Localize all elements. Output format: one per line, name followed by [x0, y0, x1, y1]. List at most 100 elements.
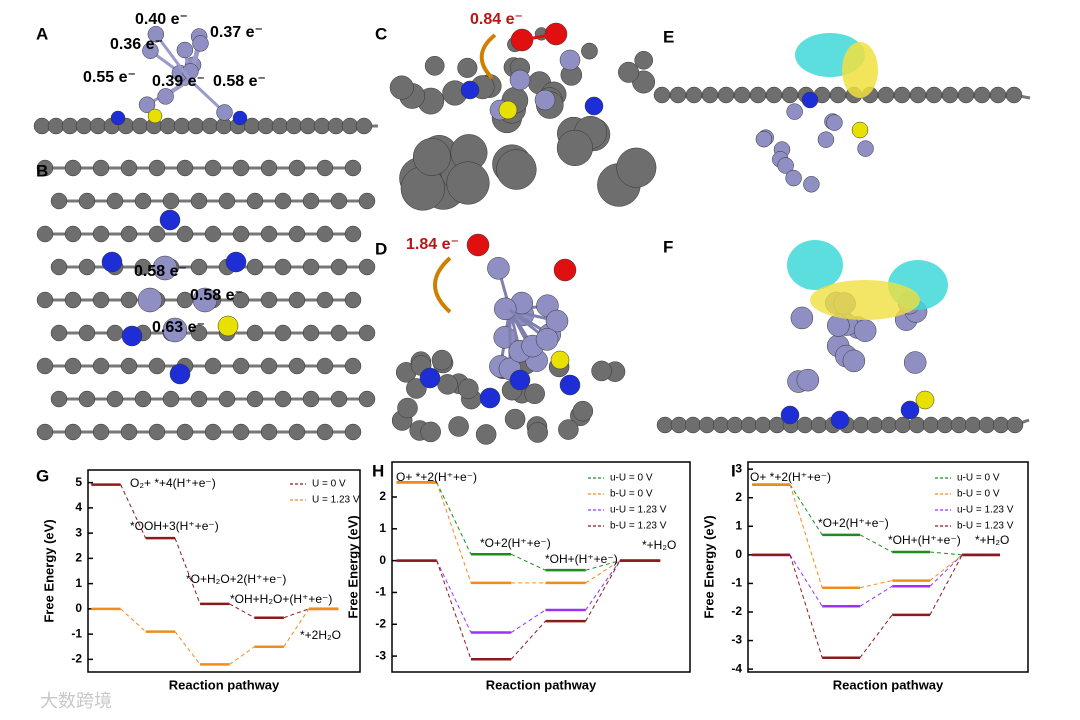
- atom: [302, 324, 320, 342]
- connector: [120, 484, 147, 539]
- atom: [866, 416, 884, 434]
- atom: [355, 117, 373, 135]
- atom: [271, 117, 289, 135]
- connector: [859, 580, 893, 589]
- atom: [893, 86, 911, 104]
- atom: [232, 423, 250, 441]
- atom: [653, 86, 671, 104]
- atom: [344, 225, 362, 243]
- legend-label: u-U = 0 V: [610, 473, 653, 484]
- atom: [973, 86, 991, 104]
- atom: [424, 55, 445, 76]
- atom: [36, 357, 54, 375]
- atom: [148, 423, 166, 441]
- atom: [232, 225, 250, 243]
- atom: [225, 251, 247, 273]
- connector: [859, 534, 893, 553]
- atom: [216, 104, 233, 121]
- atom: [204, 225, 222, 243]
- atom: [487, 257, 510, 280]
- charge-label: 0.58 e⁻: [134, 263, 187, 280]
- atom: [152, 255, 178, 281]
- atom: [204, 357, 222, 375]
- x-axis-label: Reaction pathway: [169, 677, 280, 692]
- atom: [302, 192, 320, 210]
- atom: [232, 159, 250, 177]
- atom: [101, 251, 123, 273]
- atom: [92, 225, 110, 243]
- atom: [106, 192, 124, 210]
- atom: [274, 192, 292, 210]
- atom: [553, 258, 577, 282]
- legend-label: u-U = 1.23 V: [610, 505, 667, 516]
- atom: [726, 416, 744, 434]
- atom: [496, 149, 537, 190]
- atom: [288, 159, 306, 177]
- connector: [436, 482, 472, 555]
- legend-label: b-U = 1.23 V: [957, 521, 1014, 532]
- atom: [785, 169, 802, 187]
- atom: [246, 390, 264, 408]
- charge-label: 0.37 e⁻: [210, 24, 263, 41]
- atom: [232, 291, 250, 309]
- atom: [288, 423, 306, 441]
- y-tick-label: 3: [735, 461, 742, 475]
- connector: [510, 553, 546, 571]
- atom: [147, 108, 163, 124]
- atom: [894, 416, 912, 434]
- step-annotation: *+H₂O: [975, 533, 1009, 547]
- charge-label: 1.84 e⁻: [406, 236, 459, 253]
- x-axis-label: Reaction pathway: [486, 677, 597, 692]
- atom: [288, 225, 306, 243]
- atom: [420, 421, 441, 443]
- step-annotation: O+ *+2(H⁺+e⁻): [750, 470, 831, 484]
- atom: [302, 258, 320, 276]
- y-tick-label: 2: [75, 551, 82, 565]
- atom: [36, 159, 54, 177]
- atom: [50, 324, 68, 342]
- atom: [466, 233, 490, 257]
- y-tick-label: 0: [75, 601, 82, 615]
- atom: [437, 374, 458, 395]
- charge-label: 0.84 e⁻: [470, 11, 523, 28]
- atom: [204, 159, 222, 177]
- atom: [50, 390, 68, 408]
- atom: [545, 309, 569, 333]
- atom: [36, 225, 54, 243]
- atom: [475, 424, 497, 445]
- atom: [857, 140, 874, 157]
- atom: [302, 390, 320, 408]
- charge-density: [810, 280, 920, 320]
- y-tick-label: 2: [735, 490, 742, 504]
- atom: [36, 423, 54, 441]
- atom: [344, 423, 362, 441]
- step-annotation: *OH+(H⁺+e⁻): [888, 533, 961, 547]
- step-annotation: O₂+ *+4(H⁺+e⁻): [130, 476, 216, 490]
- y-tick-label: -4: [731, 661, 742, 675]
- atom: [138, 96, 156, 113]
- atom: [33, 117, 51, 135]
- atom: [880, 416, 898, 434]
- atom: [534, 89, 556, 111]
- legend-label: b-U = 1.23 V: [610, 521, 667, 532]
- atom: [218, 390, 236, 408]
- y-tick-label: 2: [379, 489, 386, 503]
- atom: [717, 86, 735, 104]
- atom: [803, 176, 820, 193]
- atom: [829, 86, 847, 104]
- atom: [698, 416, 716, 434]
- atom: [134, 390, 152, 408]
- step-annotation: *+2H₂O: [300, 628, 341, 642]
- atom: [851, 121, 869, 139]
- atom: [330, 324, 348, 342]
- atom: [915, 390, 935, 410]
- step-annotation: *OH+H₂O+(H⁺+e⁻): [230, 592, 332, 606]
- step-annotation: *OOH+3(H⁺+e⁻): [130, 519, 219, 533]
- atom: [176, 225, 194, 243]
- bond: [521, 32, 557, 42]
- atom: [755, 130, 773, 148]
- charge-label: 0.36 e⁻: [110, 36, 163, 53]
- y-tick-label: -1: [731, 576, 742, 590]
- atom: [299, 117, 317, 135]
- atom: [257, 117, 275, 135]
